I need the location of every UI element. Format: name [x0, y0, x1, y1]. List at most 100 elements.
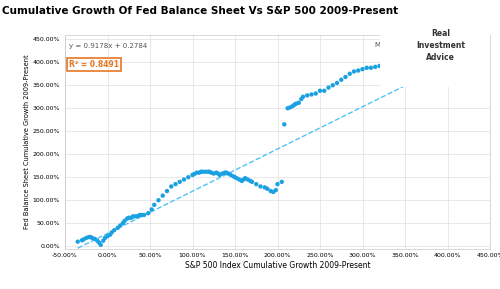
- Point: [392, 58, 400, 62]
- Point: [230, 174, 237, 179]
- Point: [198, 169, 206, 174]
- Point: [376, 64, 384, 68]
- Point: [266, 189, 274, 193]
- Point: [201, 169, 209, 174]
- Point: [278, 179, 286, 184]
- Point: [236, 177, 244, 182]
- Point: [148, 207, 156, 212]
- Point: [414, 55, 422, 60]
- Point: [298, 97, 306, 101]
- Point: [207, 170, 215, 175]
- Point: [232, 176, 240, 181]
- Point: [397, 58, 405, 62]
- Point: [95, 240, 103, 245]
- Point: [289, 104, 297, 108]
- Y-axis label: Fed Balance Sheet Cumulative Growth 2009-Present: Fed Balance Sheet Cumulative Growth 2009…: [24, 54, 30, 229]
- Point: [405, 56, 413, 61]
- Point: [238, 179, 246, 183]
- Point: [261, 185, 269, 190]
- Point: [167, 184, 175, 189]
- Point: [252, 182, 260, 186]
- Point: [358, 67, 366, 71]
- Point: [136, 213, 144, 217]
- Point: [269, 190, 277, 194]
- Point: [354, 68, 362, 73]
- Point: [78, 238, 86, 242]
- Point: [101, 236, 109, 240]
- Point: [350, 69, 358, 74]
- Point: [138, 213, 145, 217]
- Point: [88, 236, 96, 240]
- Point: [292, 101, 300, 106]
- Point: [214, 171, 222, 176]
- Point: [197, 169, 205, 174]
- Point: [80, 237, 88, 242]
- Point: [222, 170, 230, 175]
- Point: [244, 177, 252, 182]
- Point: [280, 122, 288, 127]
- Point: [210, 171, 218, 176]
- Text: Cumulative Growth Of Fed Balance Sheet Vs S&P 500 2009-Present: Cumulative Growth Of Fed Balance Sheet V…: [2, 6, 398, 16]
- Point: [172, 182, 179, 186]
- Point: [422, 60, 430, 64]
- Point: [154, 198, 162, 203]
- Point: [144, 211, 152, 215]
- Point: [241, 176, 249, 181]
- Point: [286, 105, 294, 110]
- Point: [82, 236, 90, 240]
- Point: [333, 81, 341, 85]
- Point: [180, 177, 188, 182]
- Point: [221, 170, 229, 175]
- Point: [274, 182, 281, 186]
- Point: [218, 171, 226, 176]
- Point: [299, 95, 307, 99]
- Point: [320, 88, 328, 93]
- Point: [96, 242, 104, 247]
- Point: [264, 186, 272, 191]
- Point: [119, 221, 127, 225]
- Point: [308, 92, 316, 97]
- X-axis label: S&P 500 Index Cumulative Growth 2009-Present: S&P 500 Index Cumulative Growth 2009-Pre…: [184, 261, 370, 270]
- Point: [240, 177, 248, 182]
- Point: [380, 62, 388, 67]
- Point: [367, 66, 375, 70]
- Point: [246, 179, 254, 183]
- Point: [99, 238, 108, 243]
- Point: [224, 171, 232, 176]
- Point: [324, 85, 332, 90]
- Point: [329, 83, 337, 88]
- Point: [140, 213, 148, 217]
- Text: y = 0.9178x + 0.2784: y = 0.9178x + 0.2784: [69, 43, 148, 49]
- Point: [316, 88, 324, 93]
- Point: [94, 238, 102, 243]
- Point: [212, 170, 220, 175]
- Point: [227, 173, 235, 177]
- Point: [231, 175, 239, 179]
- Point: [114, 225, 122, 230]
- Text: Real
Investment
Advice: Real Investment Advice: [416, 29, 465, 62]
- Point: [384, 60, 392, 64]
- Point: [190, 172, 198, 176]
- Point: [150, 203, 158, 207]
- Point: [193, 170, 201, 175]
- Point: [133, 214, 141, 219]
- Point: [129, 214, 137, 219]
- Point: [106, 232, 114, 237]
- Point: [401, 56, 409, 61]
- Point: [256, 184, 264, 189]
- Point: [410, 55, 418, 60]
- Point: [346, 71, 354, 76]
- Point: [120, 219, 128, 223]
- Point: [303, 93, 311, 98]
- Point: [248, 179, 256, 184]
- Point: [184, 175, 192, 179]
- Point: [426, 59, 434, 64]
- Text: March 2022: March 2022: [376, 42, 416, 48]
- Point: [204, 169, 212, 174]
- Point: [159, 193, 167, 198]
- Point: [116, 223, 124, 228]
- Point: [363, 66, 371, 70]
- Point: [110, 228, 118, 232]
- Point: [91, 237, 99, 241]
- Point: [272, 188, 280, 192]
